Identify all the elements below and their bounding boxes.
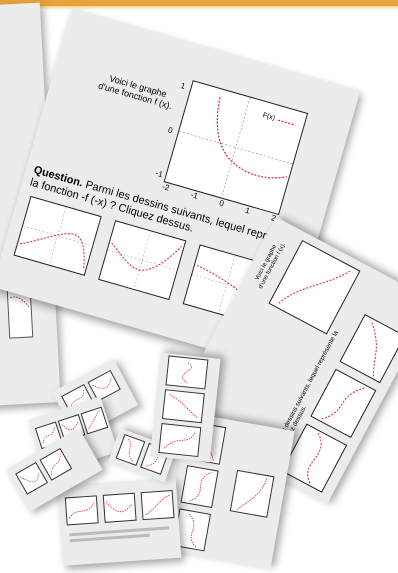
tiny-3-plot (39, 447, 73, 481)
small-right-plot-4 (229, 469, 275, 518)
tiny-2-plot (80, 406, 109, 435)
top-accent-bar (0, 0, 398, 6)
main-y-tick: -1 (154, 168, 164, 180)
tiny-3-plot (15, 461, 48, 495)
main-function-plot: F(x) (163, 80, 309, 216)
main-x-tick: 0 (218, 198, 226, 209)
main-y-tick: 0 (167, 124, 174, 135)
main-x-tick: 1 (244, 205, 252, 216)
card-tiny-4[interactable] (108, 428, 177, 483)
main-y-tick: 1 (179, 81, 187, 92)
main-x-tick: -2 (161, 181, 171, 193)
mid-main-plot (268, 239, 361, 335)
choice-plot-2[interactable] (98, 220, 187, 301)
card-tiny-3[interactable] (6, 428, 103, 512)
main-caption: Voici le graphe d'une fonction f (x). (91, 69, 183, 113)
tall-bottom-plot (165, 355, 209, 390)
main-function-svg (179, 97, 296, 198)
main-x-tick: -1 (189, 190, 200, 201)
choice-plot-1[interactable] (13, 195, 102, 276)
mid-choice-1[interactable] (281, 423, 348, 493)
tall-bottom-plot (158, 423, 202, 458)
small-right-plot-1 (172, 508, 212, 552)
bottom-center-plot-1 (64, 495, 99, 526)
card-bottom-center[interactable] (58, 477, 182, 566)
top-accent-shadow (0, 6, 398, 10)
tiny-2-plot (34, 421, 63, 450)
tiny-1-plot (87, 369, 121, 402)
card-tiny-2[interactable] (28, 396, 119, 476)
bottom-center-plot-2 (102, 492, 137, 523)
choice-plot-2-svg (107, 231, 182, 290)
tiny-2-plot (57, 414, 86, 442)
card-tall-bottom[interactable] (150, 352, 221, 463)
small-right-plot-2 (180, 465, 219, 509)
bottom-center-plot-3 (140, 490, 175, 521)
tiny-4-plot (115, 433, 146, 466)
tall-bottom-plot (161, 389, 205, 424)
tiny-4-plot (140, 442, 170, 475)
card-mid[interactable]: Voici le graphe d'une fonction f (x). io… (168, 216, 398, 505)
mid-choice-3[interactable] (339, 313, 398, 384)
choice-plot-1-svg (19, 206, 93, 269)
